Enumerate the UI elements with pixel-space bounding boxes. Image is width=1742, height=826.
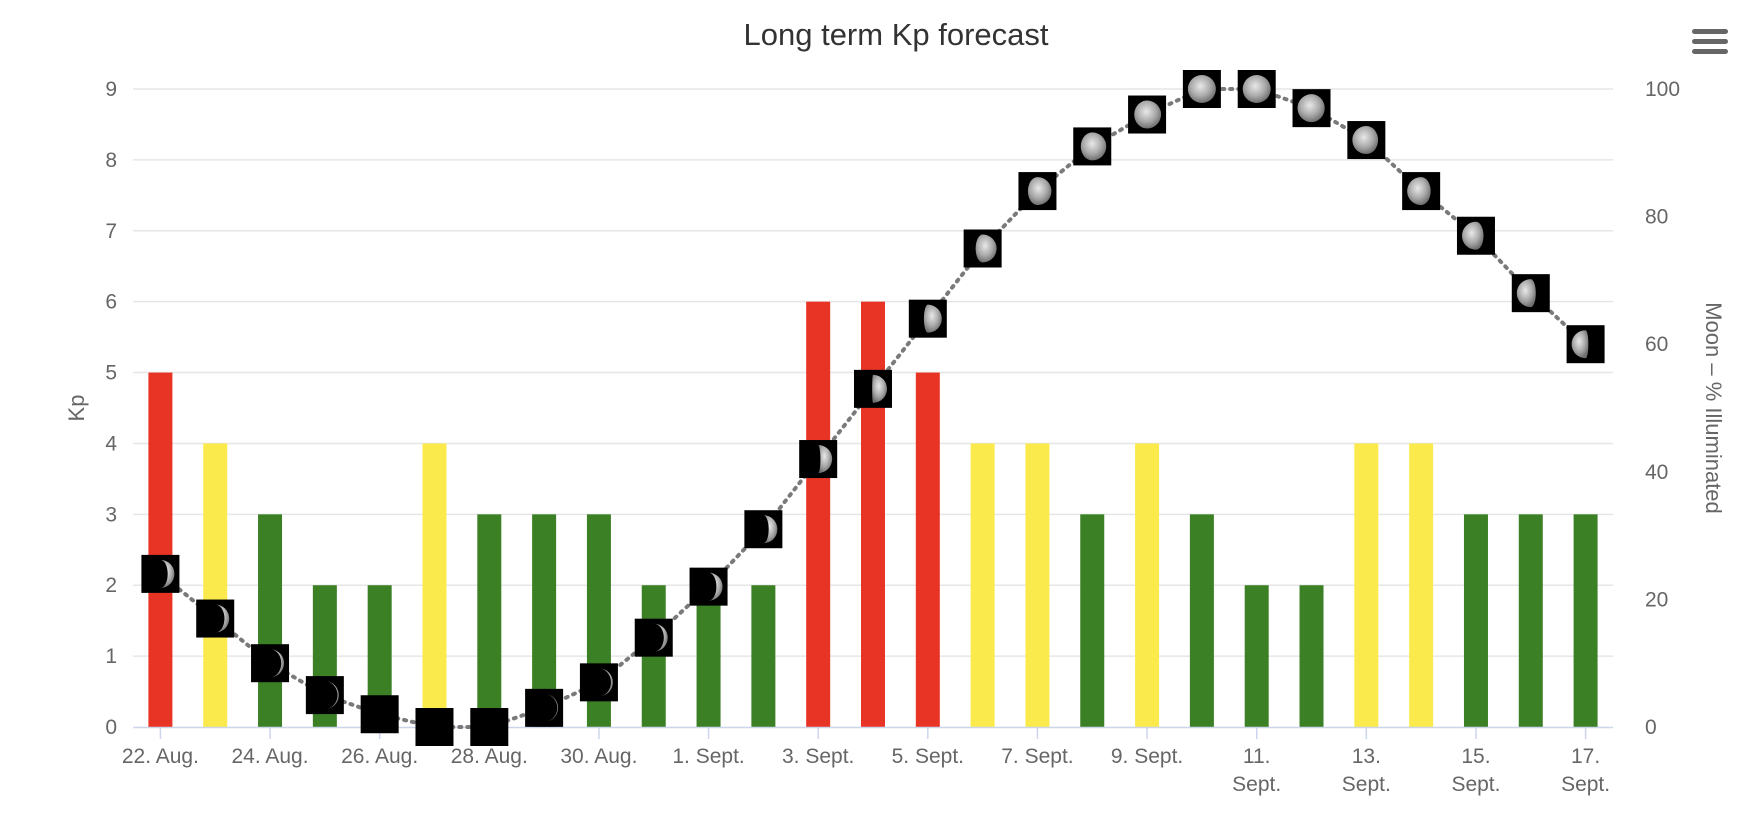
kp-bar — [422, 443, 447, 727]
moon-phase-icon — [1456, 216, 1495, 255]
moon-phase-icon — [908, 299, 947, 338]
y-tick-label: 8 — [105, 149, 117, 172]
y2-tick-label: 80 — [1645, 206, 1668, 229]
kp-bar — [148, 372, 173, 727]
y-tick-label: 5 — [105, 362, 117, 385]
moon-phase-icon — [1018, 172, 1057, 211]
chart-title: Long term Kp forecast — [744, 17, 1049, 52]
kp-bar — [1244, 585, 1269, 727]
hamburger-menu-icon-line — [1692, 49, 1728, 54]
moon-phase-icon — [634, 618, 673, 657]
x-tick-label: 15. Sept. — [1451, 745, 1500, 796]
kp-bar — [806, 301, 831, 727]
y2-tick-label: 20 — [1645, 588, 1668, 611]
x-tick-label: 3. Sept. — [782, 745, 854, 768]
y-tick-label: 0 — [105, 716, 117, 739]
moon-phase-icon — [525, 688, 564, 727]
x-axis: 22. Aug. 24. Aug. 26. Aug. 28. Aug. 30. Aug.… — [122, 726, 1613, 796]
moon-phase-icon — [1182, 70, 1221, 108]
x-tick-label: 26. Aug. — [341, 745, 418, 768]
moon-phase-icon — [1237, 70, 1276, 108]
kp-bar — [696, 585, 721, 727]
moon-phase-icon — [251, 644, 290, 683]
moon-phase-icon — [854, 369, 892, 408]
kp-bar — [915, 372, 940, 727]
y-tick-label: 6 — [105, 291, 117, 314]
moon-illumination-series — [141, 70, 1605, 746]
kp-bar — [1463, 514, 1488, 727]
moon-phase-icon — [963, 229, 1002, 268]
moon-phase-icon — [799, 440, 838, 479]
kp-bar — [751, 585, 776, 727]
hamburger-menu-icon-line — [1692, 39, 1728, 44]
x-tick-label: 22. Aug. — [122, 745, 199, 768]
x-tick-label: 5. Sept. — [892, 745, 964, 768]
left-axis-ticks: 0 1 2 3 4 5 6 7 8 9 — [105, 78, 117, 739]
moon-phase-icon — [305, 676, 344, 715]
x-tick-label: 1. Sept. — [672, 745, 744, 768]
kp-bar — [477, 514, 502, 727]
moon-phase-icon — [141, 554, 180, 593]
kp-bar — [970, 443, 995, 727]
y2-tick-label: 100 — [1645, 78, 1680, 101]
moon-phase-icon — [360, 695, 399, 734]
kp-bar — [861, 301, 885, 727]
moon-phase-icon — [196, 599, 235, 638]
kp-bar — [1189, 514, 1214, 727]
moon-phase-icon — [470, 708, 509, 746]
x-tick-label: 13. Sept. — [1342, 745, 1391, 796]
right-axis-ticks: 0 20 40 60 80 100 — [1645, 78, 1680, 739]
moon-phase-icon — [689, 567, 728, 606]
y-tick-label: 3 — [105, 503, 117, 526]
y2-tick-label: 0 — [1645, 716, 1657, 739]
moon-phase-icon — [1347, 121, 1386, 160]
x-tick-label: 24. Aug. — [231, 745, 308, 768]
chart-menu-button[interactable] — [1688, 24, 1732, 64]
moon-phase-icon — [1511, 274, 1550, 313]
x-tick-label: 7. Sept. — [1001, 745, 1073, 768]
kp-bar — [1409, 443, 1434, 727]
y-tick-label: 9 — [105, 78, 117, 101]
x-tick-label: 9. Sept. — [1111, 745, 1183, 768]
kp-bar — [1025, 443, 1050, 727]
x-tick-label: 11. Sept. — [1232, 745, 1281, 796]
y2-tick-label: 60 — [1645, 333, 1668, 356]
y-tick-label: 2 — [105, 574, 117, 597]
x-tick-label: 28. Aug. — [451, 745, 528, 768]
kp-bar — [1354, 443, 1379, 727]
left-axis-title: Kp — [64, 395, 89, 422]
kp-bar — [1299, 585, 1324, 727]
moon-phase-icon — [415, 708, 454, 746]
y2-tick-label: 40 — [1645, 461, 1668, 484]
kp-bar — [1573, 514, 1598, 727]
moon-phase-icon — [579, 663, 618, 702]
x-tick-label: 30. Aug. — [560, 745, 637, 768]
kp-bar — [203, 443, 228, 727]
hamburger-menu-icon — [1692, 29, 1728, 34]
kp-bar — [1518, 514, 1543, 727]
y-tick-label: 1 — [105, 645, 117, 668]
kp-bar — [258, 514, 283, 727]
y-tick-label: 7 — [105, 220, 117, 243]
kp-bar — [1135, 443, 1160, 727]
right-axis-title: Moon – % Illuminated — [1701, 302, 1726, 514]
moon-phase-icon — [1402, 172, 1441, 211]
kp-bar — [1080, 514, 1105, 727]
y-tick-label: 4 — [105, 432, 117, 455]
x-tick-label: 17. Sept. — [1561, 745, 1610, 796]
moon-phase-icon — [1566, 325, 1605, 364]
moon-phase-icon — [1128, 95, 1167, 134]
moon-phase-icon — [1292, 89, 1331, 128]
moon-phase-icon — [1073, 127, 1112, 166]
moon-phase-icon — [744, 510, 783, 549]
